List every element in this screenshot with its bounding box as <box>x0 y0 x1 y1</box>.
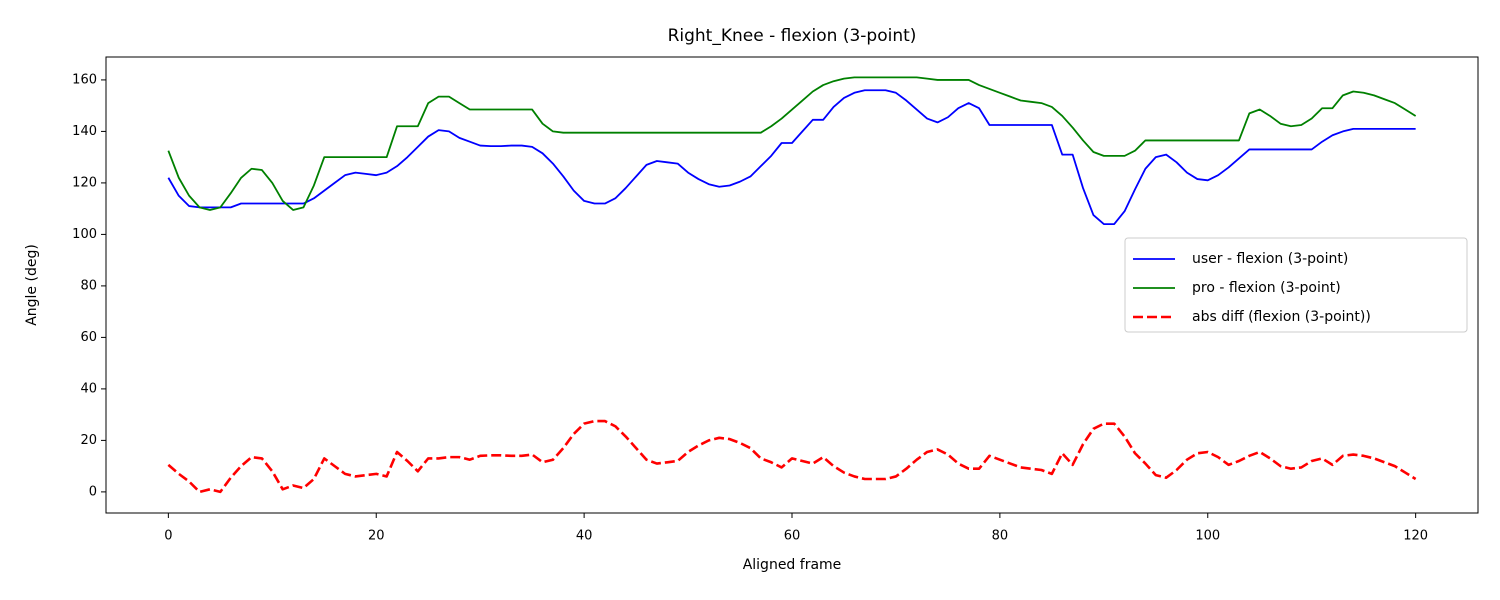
series-line <box>167 89 1416 226</box>
legend-label: abs diff (flexion (3-point)) <box>1192 309 1371 325</box>
x-tick-label: 0 <box>164 529 172 544</box>
y-tick-label: 60 <box>80 330 97 345</box>
y-tick-label: 160 <box>72 72 97 87</box>
x-axis-label: Aligned frame <box>743 557 842 573</box>
legend-box <box>1124 237 1468 333</box>
chart-title: Right_Knee - flexion (3-point) <box>668 26 917 46</box>
y-tick-label: 140 <box>72 124 97 139</box>
y-tick-label: 100 <box>72 227 97 242</box>
series-line <box>167 76 1417 211</box>
x-tick-label: 60 <box>784 529 801 544</box>
x-tick-label: 80 <box>992 529 1009 544</box>
legend-label: pro - flexion (3-point) <box>1192 280 1341 296</box>
x-tick-label: 40 <box>576 529 593 544</box>
y-tick-label: 0 <box>89 484 97 499</box>
series-line <box>167 419 1417 494</box>
y-tick-label: 40 <box>80 381 97 396</box>
x-tick-label: 20 <box>368 529 385 544</box>
y-tick-label: 80 <box>80 278 97 293</box>
y-axis-label: Angle (deg) <box>24 244 40 326</box>
y-tick-label: 120 <box>72 175 97 190</box>
x-tick-label: 100 <box>1195 529 1220 544</box>
y-tick-label: 20 <box>80 433 97 448</box>
legend-label: user - flexion (3-point) <box>1192 251 1348 267</box>
x-tick-label: 120 <box>1403 529 1428 544</box>
